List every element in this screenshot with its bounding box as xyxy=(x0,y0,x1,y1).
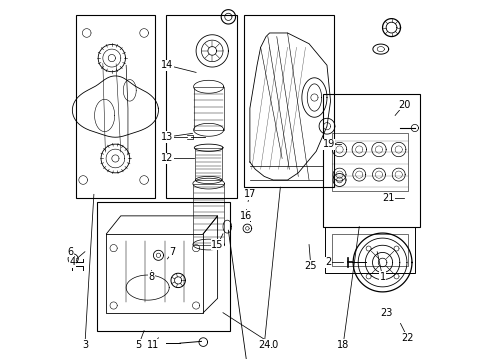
Text: 19: 19 xyxy=(322,139,334,149)
Text: 11: 11 xyxy=(146,340,159,350)
Text: 7: 7 xyxy=(169,247,176,257)
Text: 15: 15 xyxy=(211,239,224,249)
Text: 18: 18 xyxy=(336,340,348,350)
Text: 14: 14 xyxy=(161,60,173,70)
Text: 2: 2 xyxy=(325,257,331,267)
Text: 24: 24 xyxy=(258,340,270,350)
Text: 25: 25 xyxy=(304,261,316,271)
Text: 4: 4 xyxy=(69,257,75,267)
Text: 21: 21 xyxy=(381,193,393,203)
Text: 1: 1 xyxy=(379,272,385,282)
Text: 17: 17 xyxy=(243,189,256,199)
Text: 22: 22 xyxy=(401,333,413,343)
Text: 5: 5 xyxy=(135,340,142,350)
Text: 3: 3 xyxy=(81,340,88,350)
Text: 13: 13 xyxy=(161,132,173,142)
Text: 16: 16 xyxy=(240,211,252,221)
Text: 10: 10 xyxy=(266,340,279,350)
Text: 8: 8 xyxy=(148,272,154,282)
Text: 23: 23 xyxy=(379,308,391,318)
Text: 6: 6 xyxy=(67,247,74,257)
Text: 20: 20 xyxy=(397,100,409,110)
Text: 9: 9 xyxy=(164,132,170,142)
Text: 12: 12 xyxy=(161,153,173,163)
